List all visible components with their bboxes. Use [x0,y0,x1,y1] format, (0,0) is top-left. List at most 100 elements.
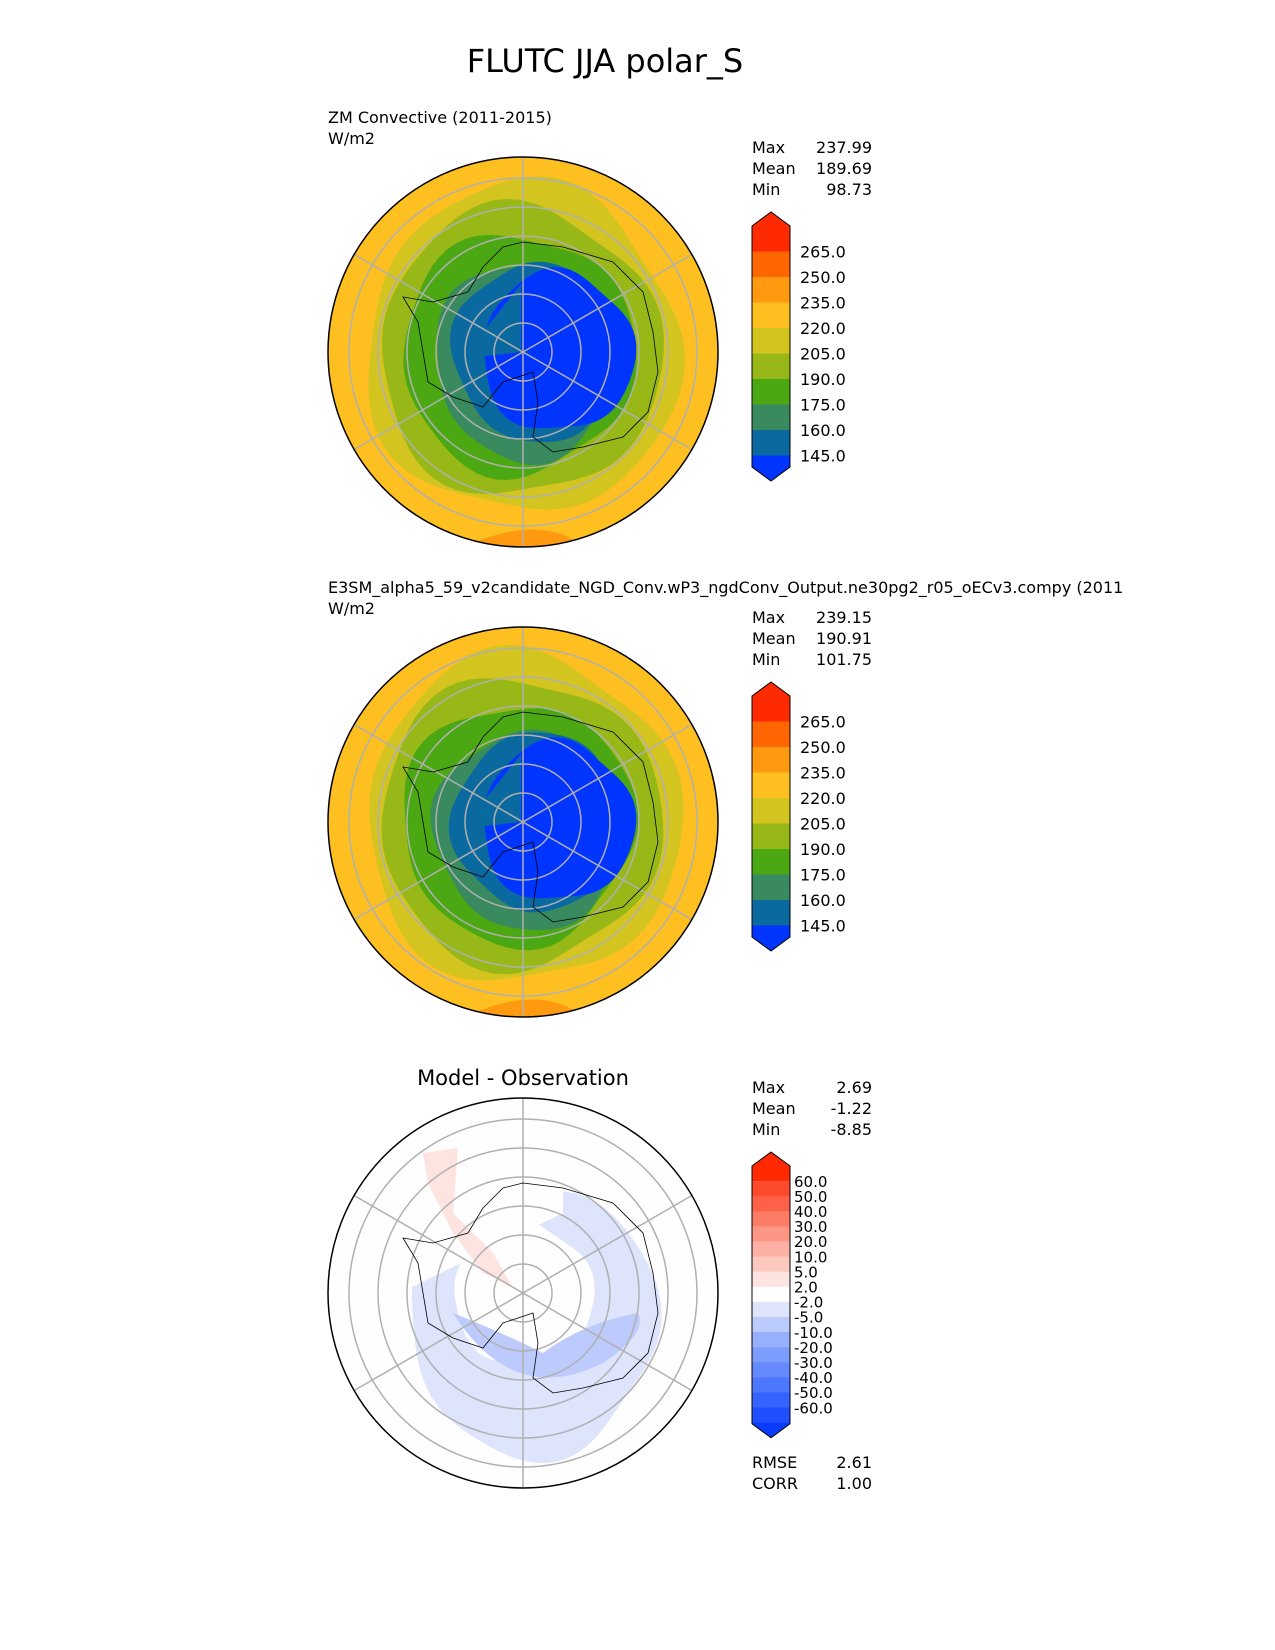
colorbar-outline [751,211,791,482]
panel1-stats: Max 237.99 Mean 189.69 Min 98.73 [752,137,872,200]
stat-label: Min [752,180,781,199]
colorbar-tick-label: 145.0 [800,917,846,936]
panel3-title: Model - Observation [417,1066,629,1090]
colorbar-extend-min [752,455,790,481]
stat-value: 190.91 [816,629,872,648]
colorbar-tick-label: -30.0 [794,1354,833,1372]
colorbar-outline [751,681,791,952]
longitude-gridline [353,723,693,921]
stat-value: 189.69 [816,159,872,178]
stat-label: Mean [752,629,796,648]
colorbar-extend-max [752,682,790,722]
polar-map-3 [327,1097,719,1489]
colorbar-segment [752,1377,790,1393]
colorbar-tick-label: -50.0 [794,1384,833,1402]
colorbar-segment [752,1301,790,1318]
colorbar-segment [752,251,790,278]
stat-value: 2.69 [836,1078,872,1097]
colorbar-segment [752,823,790,850]
colorbar-tick-label: 220.0 [800,789,846,808]
stat-label: Max [752,138,786,157]
colorbar-segment [752,302,790,329]
colorbar-tick-label: 160.0 [800,891,846,910]
colorbar-tick-label: 175.0 [800,396,846,415]
colorbar-segment [752,379,790,405]
metric-label: RMSE [752,1453,798,1472]
panel2-stats: Max 239.15 Mean 190.91 Min 101.75 [752,607,872,670]
stat-label: Mean [752,1099,796,1118]
metric-value: 2.61 [836,1453,872,1472]
longitude-gridline [353,1194,693,1392]
band-minus5 [453,1313,640,1378]
stat-value: 237.99 [816,138,872,157]
colorbar-tick-label: 265.0 [800,713,846,732]
colorbar-tick-label: -20.0 [794,1339,833,1357]
colorbar-segment [752,1407,790,1424]
contour-band-160 [478,754,521,827]
colorbar-tick-label: 265.0 [800,243,846,262]
colorbar-tick-label: 145.0 [800,447,846,466]
colorbar-segment [752,1392,790,1409]
contour-band-160 [478,284,521,357]
polar-map-1 [327,156,719,548]
colorbar-extend-max [752,212,790,252]
stat-value: 101.75 [816,650,872,669]
colorbar-segment [752,1241,790,1258]
stat-value: 98.73 [826,180,872,199]
colorbar-tick-label: -2.0 [794,1294,823,1312]
stat-label: Max [752,608,786,627]
colorbar-segment [752,900,790,926]
panel1-title: ZM Convective (2011-2015) [328,108,552,127]
colorbar-tick-label: -10.0 [794,1324,833,1342]
colorbar-segment [752,1211,790,1227]
colorbar-outline [751,1151,791,1439]
colorbar-segment [752,1317,790,1333]
colorbar-tick-label: 160.0 [800,421,846,440]
colorbar-segment [752,1286,790,1303]
map-boundary [327,1097,719,1489]
colorbar-segment [752,874,790,901]
colorbar-segment [752,1271,790,1288]
colorbar-segment [752,1181,790,1197]
map-boundary [327,626,719,1018]
panel1-units: W/m2 [328,129,375,148]
colorbar-tick-label: 50.0 [794,1188,827,1206]
colorbar-tick-label: 205.0 [800,815,846,834]
stat-value: -1.22 [830,1099,872,1118]
colorbar-segment [752,430,790,456]
figure-title: FLUTC JJA polar_S [466,42,744,80]
colorbar-segment [752,1226,790,1242]
colorbar-segment [752,772,790,799]
band-plus2 [423,1148,513,1288]
colorbar-tick-label: 205.0 [800,345,846,364]
colorbar-tick-label: 60.0 [794,1173,827,1191]
colorbar-tick-label: 250.0 [800,738,846,757]
colorbar-tick-label: 250.0 [800,268,846,287]
colorbar-extend-max [752,1152,790,1182]
panel3-metrics: RMSE 2.61 CORR 1.00 [752,1452,872,1494]
colorbar-tick-label: 5.0 [794,1263,818,1281]
polar-map-2 [327,626,719,1018]
colorbar-tick-label: 235.0 [800,764,846,783]
colorbar-tick-label: -5.0 [794,1309,823,1327]
colorbar-segment [752,353,790,380]
metric-label: CORR [752,1474,798,1493]
colorbar-extend-min [752,1422,790,1438]
colorbar-tick-label: 175.0 [800,866,846,885]
colorbar-tick-label: 220.0 [800,319,846,338]
stat-label: Min [752,650,781,669]
colorbar-tick-label: 190.0 [800,840,846,859]
colorbar-segment [752,721,790,748]
colorbar-segment [752,404,790,431]
metric-value: 1.00 [836,1474,872,1493]
colorbar-tick-label: 235.0 [800,294,846,313]
colorbar-tick-label: 40.0 [794,1203,827,1221]
colorbar-segment [752,1332,790,1348]
panel2-title: E3SM_alpha5_59_v2candidate_NGD_Conv.wP3_… [328,578,1124,597]
map-boundary [327,156,719,548]
colorbar-segment [752,1256,790,1273]
colorbar-tick-label: -40.0 [794,1369,833,1387]
colorbar-3: -60.0-50.0-40.0-30.0-20.0-10.0-5.0-2.02.… [751,1151,833,1439]
colorbar-tick-label: 30.0 [794,1218,827,1236]
colorbar-tick-label: 190.0 [800,370,846,389]
